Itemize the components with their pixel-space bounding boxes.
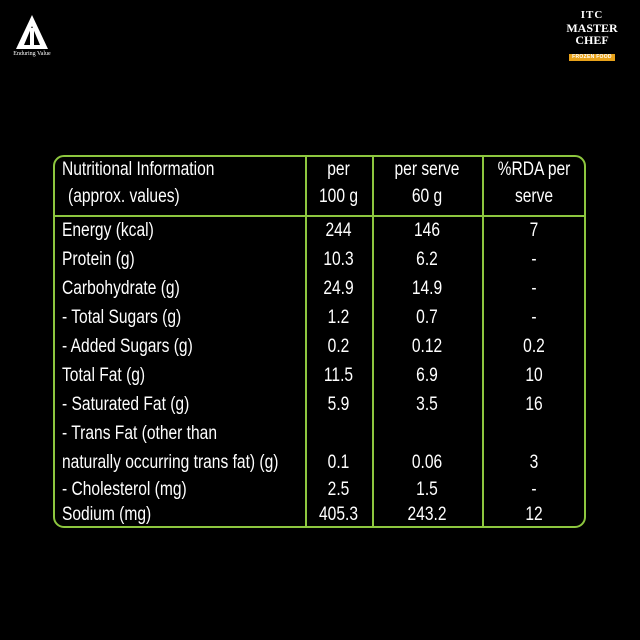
cell-per100: 244: [325, 220, 352, 241]
cell-per100: 405.3: [318, 504, 358, 525]
cell-rda: -: [531, 479, 537, 500]
cell-per100: 2.5: [327, 479, 350, 500]
row-label-saturated-fat: - Saturated Fat (g): [62, 394, 190, 415]
header-rda-per: %RDA per: [497, 159, 571, 180]
column-divider: [305, 157, 307, 526]
cell-per100: 24.9: [323, 278, 354, 299]
header-per-serve: per serve: [394, 159, 460, 180]
nutrition-table: Nutritional Information (approx. values)…: [53, 155, 586, 528]
row-label-total-fat: Total Fat (g): [62, 365, 146, 386]
mc-frozen-food-strip: FROZEN FOOD: [569, 54, 615, 61]
header-approx-values: (approx. values): [68, 186, 180, 207]
header-divider: [55, 215, 584, 217]
cell-rda: -: [531, 249, 537, 270]
row-label-trans-fat-continued: naturally occurring trans fat) (g): [62, 452, 279, 473]
column-divider: [482, 157, 484, 526]
cell-perserve: 1.5: [416, 479, 438, 500]
cell-perserve: 6.2: [416, 249, 438, 270]
cell-perserve: 0.7: [416, 307, 438, 328]
header-60g: 60 g: [411, 186, 443, 207]
header-nutritional-information: Nutritional Information: [62, 159, 215, 180]
header-per: per: [327, 159, 350, 180]
cell-perserve: 6.9: [416, 365, 438, 386]
cell-per100: 10.3: [323, 249, 354, 270]
cell-per100: 1.2: [327, 307, 350, 328]
mc-itc-text: ITC: [580, 9, 604, 21]
cell-rda: 10: [525, 365, 543, 386]
cell-perserve: 0.12: [411, 336, 443, 357]
row-label-total-sugars: - Total Sugars (g): [62, 307, 182, 328]
cell-perserve: 3.5: [416, 394, 438, 415]
cell-perserve: 0.06: [411, 452, 443, 473]
cell-rda: 16: [525, 394, 543, 415]
header-serve: serve: [514, 186, 554, 207]
master-chef-logo: ITC MASTER CHEF FROZEN FOOD: [560, 10, 624, 62]
row-label-sodium: Sodium (mg): [62, 504, 152, 525]
header-100g: 100 g: [318, 186, 358, 207]
cell-rda: 0.2: [523, 336, 545, 357]
cell-rda: -: [531, 278, 537, 299]
row-label-cholesterol: - Cholesterol (mg): [62, 479, 187, 500]
mc-master-text: MASTER: [566, 21, 618, 35]
cell-perserve: 146: [413, 220, 440, 241]
cell-per100: 11.5: [323, 365, 354, 386]
cell-rda: -: [531, 307, 537, 328]
itc-mark-icon: [16, 15, 48, 49]
cell-rda: 7: [529, 220, 539, 241]
cell-per100: 0.1: [327, 452, 350, 473]
cell-per100: 0.2: [327, 336, 350, 357]
itc-logo: Enduring Value: [10, 14, 54, 64]
row-label-added-sugars: - Added Sugars (g): [62, 336, 193, 357]
cell-rda: 12: [525, 504, 543, 525]
cell-rda: 3: [529, 452, 539, 473]
row-label-energy: Energy (kcal): [62, 220, 154, 241]
cell-per100: 5.9: [327, 394, 350, 415]
row-label-carbohydrate: Carbohydrate (g): [62, 278, 180, 299]
row-label-trans-fat: - Trans Fat (other than: [62, 423, 218, 444]
row-label-protein: Protein (g): [62, 249, 135, 270]
column-divider: [372, 157, 374, 526]
mc-chef-text: CHEF: [575, 33, 609, 47]
cell-perserve: 243.2: [407, 504, 447, 525]
cell-perserve: 14.9: [411, 278, 443, 299]
itc-tagline: Enduring Value: [13, 51, 51, 57]
